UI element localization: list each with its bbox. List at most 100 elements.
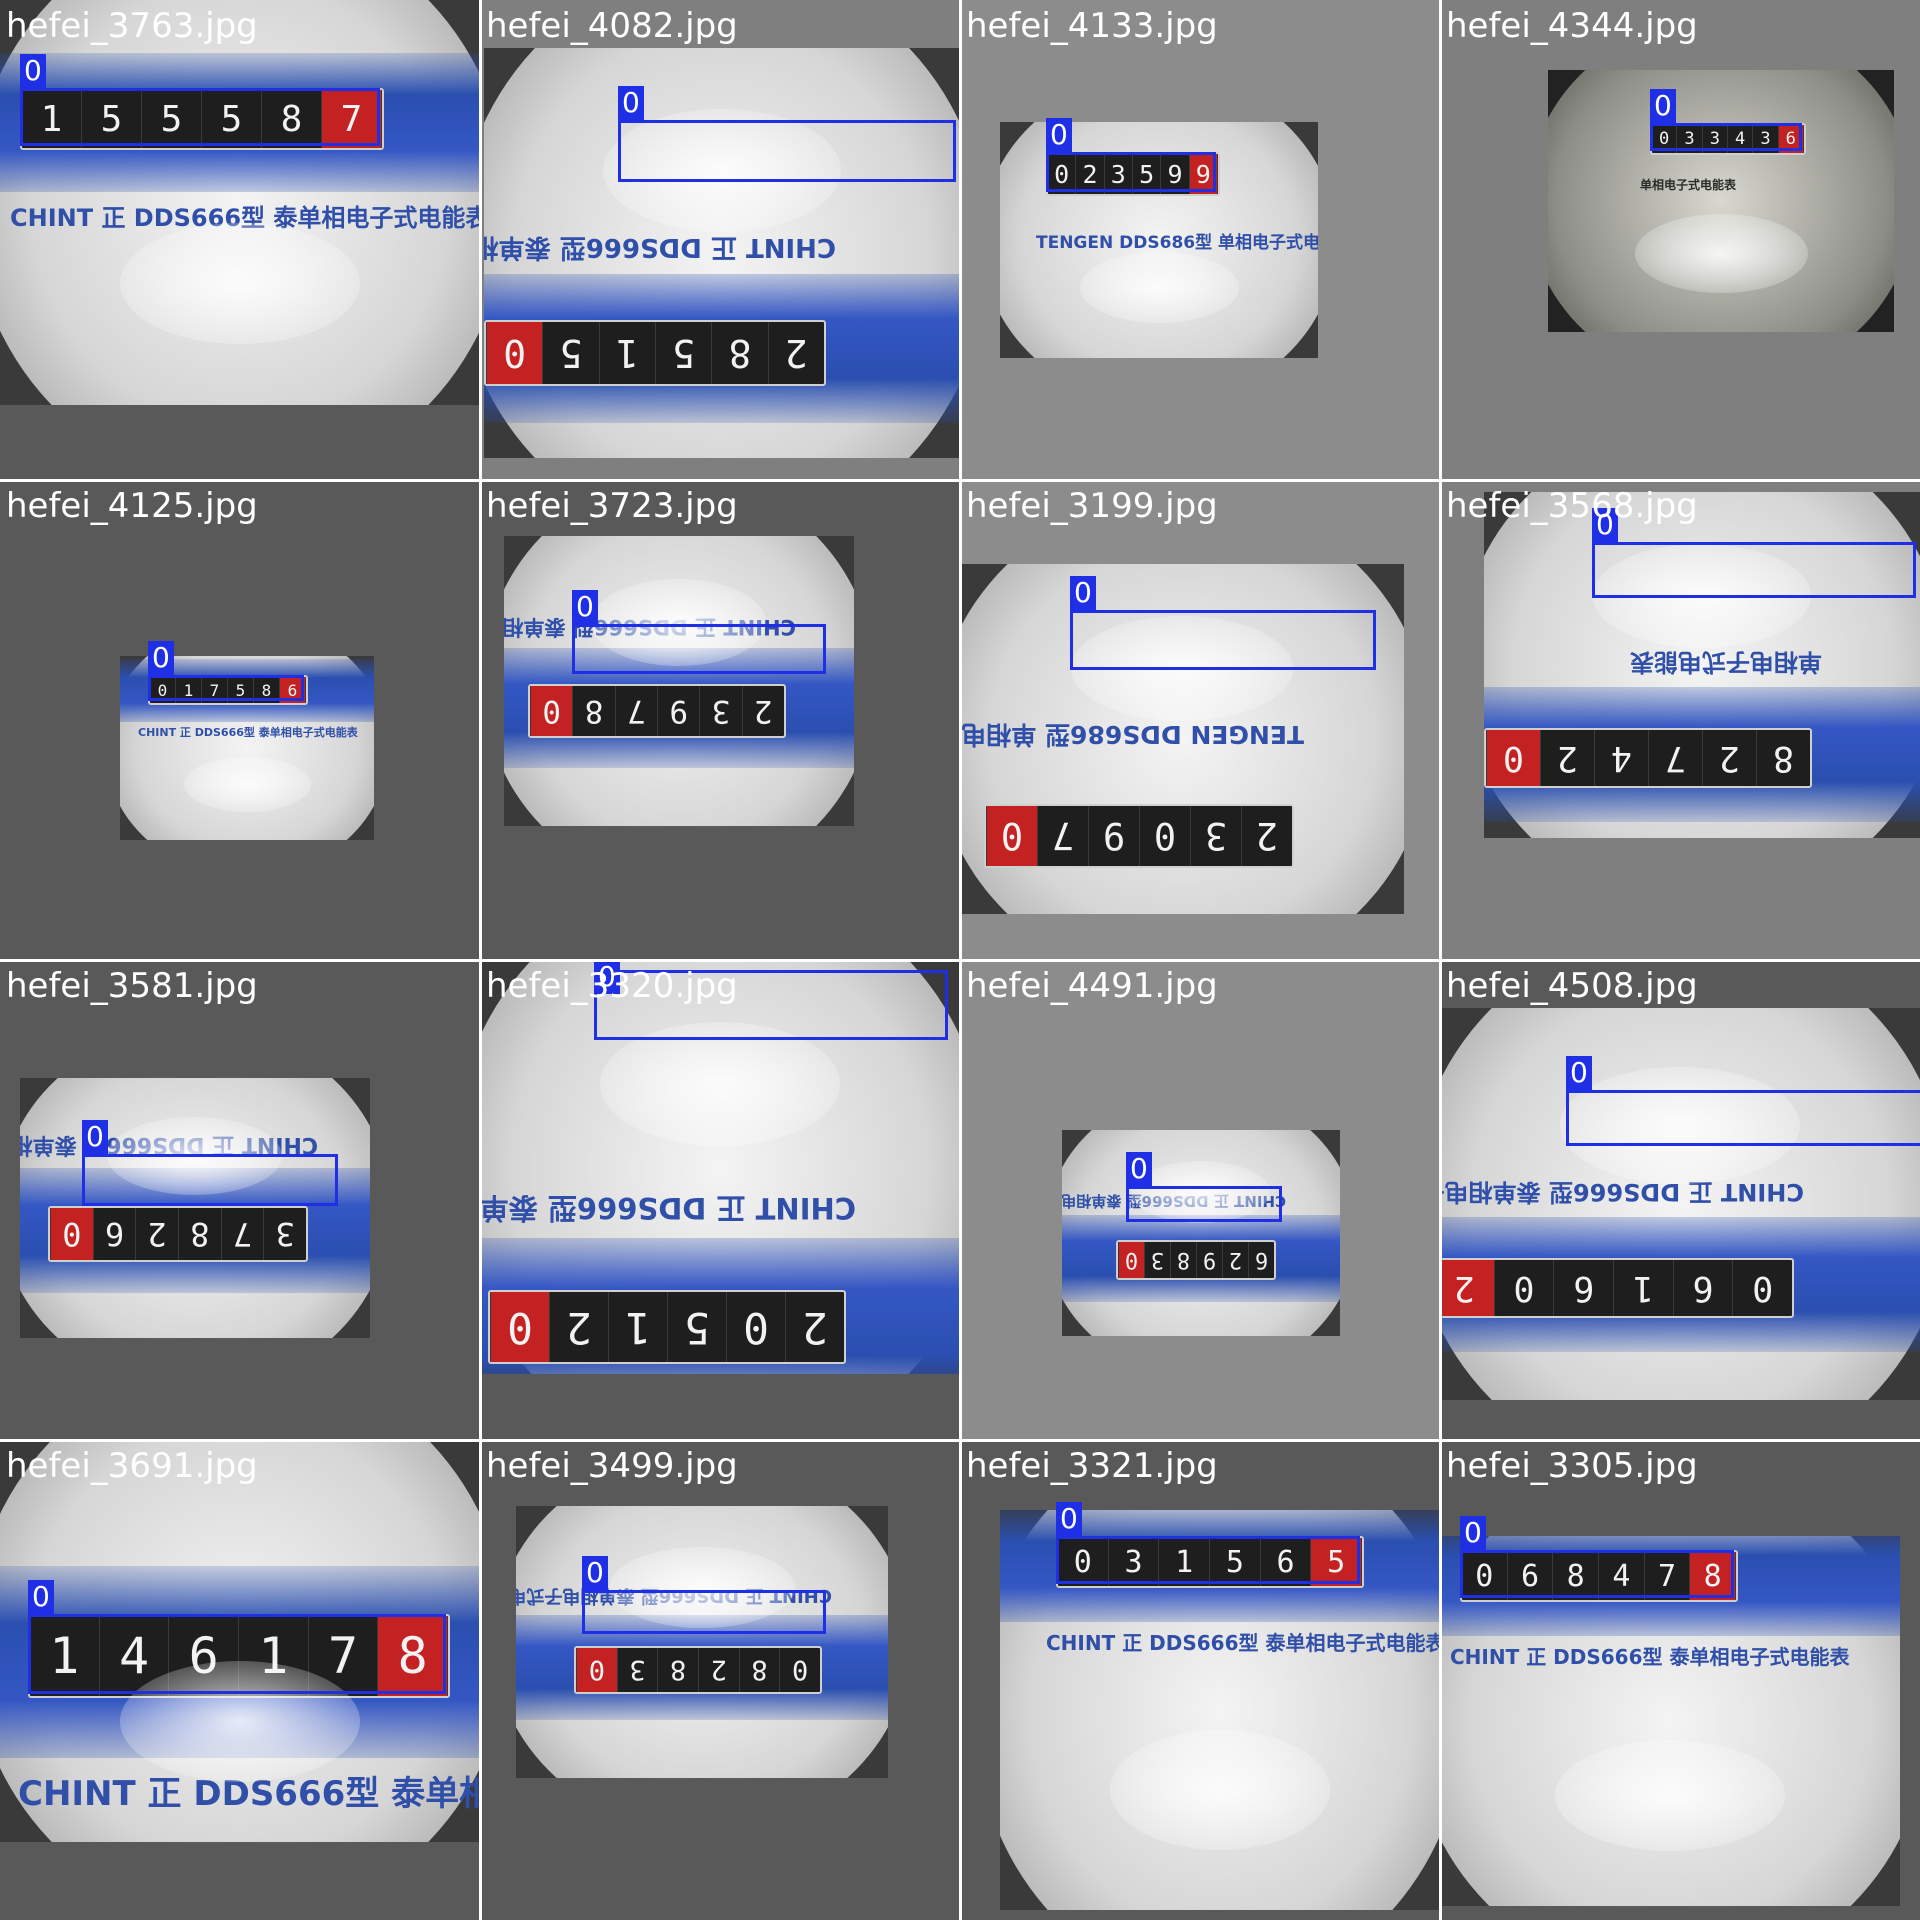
register-digit: 3 (1109, 1538, 1160, 1586)
class-label: 0 (1650, 89, 1676, 123)
register-digit: 5 (142, 90, 202, 148)
meter-caption: 单相电子式电能表 (1640, 178, 1737, 193)
meter-photo: 0 1 7 5 8 6 CHINT 正 DDS666型 泰单相电子式电能表 (120, 656, 374, 840)
meter-caption: CHINT 正 DDS666型 泰单相电子式电能表 (484, 232, 836, 263)
register-digit: 2 (697, 1648, 739, 1692)
register-digit: 6 (1553, 1260, 1613, 1316)
register-digit: 0 (1139, 806, 1190, 866)
register-digit: 5 (542, 322, 599, 384)
register-digit: 5 (1133, 154, 1162, 194)
register-digit: 7 (220, 1208, 264, 1260)
register-digit: 7 (1037, 806, 1088, 866)
register-digit: 6 (1778, 125, 1804, 153)
register-digit: 7 (1648, 730, 1702, 786)
meter-face: 0 6 8 4 7 8 CHINT 正 DDS666型 泰单相电子式电能表 (1440, 1536, 1900, 1906)
register-digit: 8 (572, 686, 615, 736)
image-filename: hefei_3763.jpg (6, 6, 258, 46)
detection-tile: 8 2 7 4 2 0 单相电子式电能表 0 hefei_3568.jpg (1440, 480, 1920, 960)
register-digit: 2 (135, 1208, 178, 1260)
image-filename: hefei_4125.jpg (6, 486, 258, 526)
register-digit: 7 (614, 686, 658, 736)
register-digit: 0 (1493, 1260, 1554, 1316)
register-digit: 0 (49, 1208, 93, 1260)
register-digit: 0 (1118, 1242, 1144, 1278)
image-filename: hefei_3320.jpg (486, 966, 738, 1006)
register-digit: 8 (262, 90, 322, 148)
register-digit: 8 (738, 1648, 780, 1692)
register-digit: 0 (1652, 125, 1678, 153)
register-digit: 0 (1048, 154, 1077, 194)
register-digit: 3 (1703, 125, 1728, 153)
meter-caption: CHINT 正 DDS666型 泰单相电子式电能表 (1440, 1177, 1804, 1206)
meter-face: 0 3 3 4 3 6 单相电子式电能表 (1548, 70, 1894, 332)
meter-face: 0 3 1 5 6 5 CHINT 正 DDS666型 泰单相电子式电能表 (1000, 1510, 1440, 1910)
register-digit: 6 (1248, 1242, 1274, 1278)
image-filename: hefei_3691.jpg (6, 1446, 258, 1486)
register-digit: 7 (1645, 1552, 1691, 1600)
meter-face: 629830CHINT 正 DDS666型 泰单相电子式电能表 (1062, 1130, 1340, 1336)
register-digit: 2 (549, 1292, 608, 1362)
register-digit: 8 (378, 1616, 448, 1696)
image-filename: hefei_3321.jpg (966, 1446, 1218, 1486)
register-digit: 5 (1311, 1538, 1362, 1586)
register-digit: 8 (711, 322, 768, 384)
meter-photo: 1 5 5 5 8 7 CHINT 正 DDS666型 泰单相电子式电能表 (0, 0, 480, 405)
register-digit: 0 (1462, 1552, 1508, 1600)
meter-face: 0 1 7 5 8 6 CHINT 正 DDS666型 泰单相电子式电能表 (120, 656, 374, 840)
register-digit: 7 (309, 1616, 379, 1696)
register-digit: 8 (657, 1648, 698, 1692)
register-digit: 7 (322, 90, 382, 148)
register-digit: 0 (575, 1648, 617, 1692)
class-label: 0 (20, 54, 46, 88)
register-digit: 1 (598, 322, 656, 384)
register-digit: 9 (1088, 806, 1139, 866)
detection-tile: 0 3 1 5 6 5 CHINT 正 DDS666型 泰单相电子式电能表 0 hefei_33… (960, 1440, 1440, 1920)
meter-photo: 629830CHINT 正 DDS666型 泰单相电子式电能表 (1062, 1130, 1340, 1336)
register-digit: 6 (1261, 1538, 1312, 1586)
register-digit: 8 (1553, 1552, 1600, 1600)
register-digit: 1 (176, 677, 202, 703)
register-digit: 1 (1159, 1538, 1211, 1586)
class-label: 0 (1592, 508, 1618, 542)
register-digit: 4 (100, 1616, 170, 1696)
register-digit: 1 (1612, 1260, 1673, 1316)
register-digit: 7 (202, 677, 228, 703)
register-digit: 2 (1540, 730, 1594, 786)
meter-photo: 0 3 3 4 3 6 单相电子式电能表 (1548, 70, 1894, 332)
class-label: 0 (582, 1556, 608, 1590)
image-filename: hefei_4491.jpg (966, 966, 1218, 1006)
register-digit: 2 (1702, 730, 1756, 786)
register-digit: 8 (1756, 730, 1810, 786)
register-digit: 3 (263, 1208, 306, 1260)
register-digit: 5 (82, 90, 142, 148)
class-label: 0 (618, 86, 644, 120)
register-digit: 2 (741, 686, 784, 736)
meter-photo: 0 3 1 5 6 5 CHINT 正 DDS666型 泰单相电子式电能表 (1000, 1510, 1440, 1910)
register-digit: 2 (1076, 154, 1105, 194)
